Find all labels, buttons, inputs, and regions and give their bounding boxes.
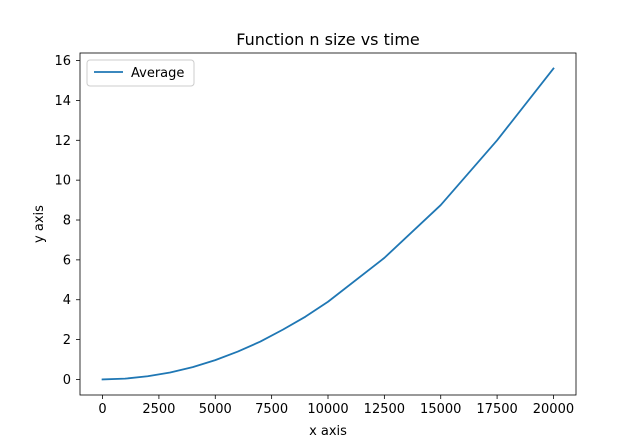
x-axis-ticks: 0 2500 5000 7500 10000 12500 15000 17500 20000 [98, 395, 574, 417]
x-tick-label: 7500 [255, 402, 288, 417]
x-tick-label: 0 [98, 402, 106, 417]
y-tick-label: 4 [63, 293, 71, 308]
legend-label-average: Average [131, 66, 184, 81]
x-tick-label: 17500 [476, 402, 517, 417]
chart-title: Function n size vs time [236, 30, 420, 49]
x-tick-label: 2500 [142, 402, 175, 417]
x-tick-label: 15000 [420, 402, 461, 417]
x-tick-label: 5000 [199, 402, 232, 417]
y-axis-ticks: 0 2 4 6 8 10 12 14 16 [54, 54, 80, 388]
legend: Average [86, 59, 195, 87]
y-tick-label: 10 [54, 174, 71, 189]
y-axis-label: y axis [32, 205, 47, 243]
y-tick-label: 6 [63, 253, 71, 268]
y-tick-label: 12 [54, 134, 71, 149]
y-tick-label: 0 [63, 373, 71, 388]
y-tick-label: 16 [54, 54, 71, 69]
x-axis-label: x axis [309, 424, 347, 439]
y-tick-label: 2 [63, 333, 71, 348]
series-line-average [101, 67, 555, 381]
x-tick-label: 20000 [533, 402, 574, 417]
series-layer [101, 67, 555, 381]
legend-box [86, 59, 195, 87]
x-tick-label: 12500 [364, 402, 405, 417]
y-tick-label: 8 [63, 214, 71, 229]
y-tick-label: 14 [54, 94, 71, 109]
x-tick-label: 10000 [307, 402, 348, 417]
plot-frame [79, 52, 577, 396]
